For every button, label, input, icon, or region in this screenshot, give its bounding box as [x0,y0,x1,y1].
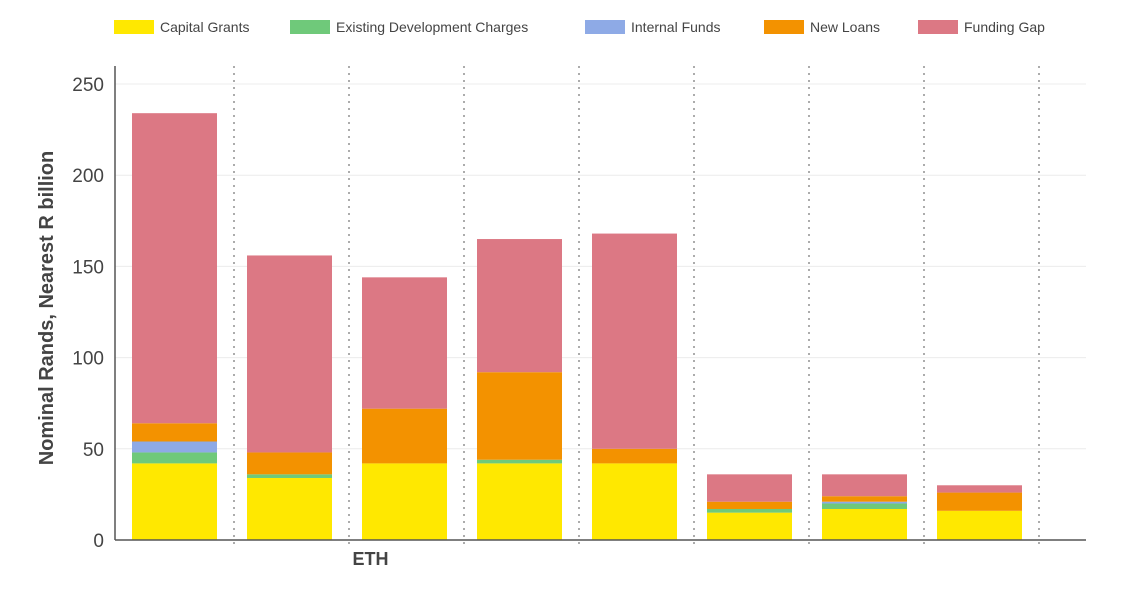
bar-segment [592,233,677,449]
y-tick-label: 100 [72,349,104,370]
bar-segment [937,492,1022,511]
bar-segment [362,463,447,540]
legend-label: Capital Grants [160,19,250,35]
bar-segment [822,508,907,540]
legend-item[interactable]: New Loans [764,14,880,40]
bar-segment [247,474,332,478]
bar-segment [132,452,217,464]
legend-swatch [764,20,804,34]
legend-label: Funding Gap [964,19,1045,35]
y-tick-label: 0 [93,531,104,552]
y-tick-label: 250 [72,75,104,96]
bar-segment [937,510,1022,540]
legend-label: Internal Funds [631,19,721,35]
legend-swatch [585,20,625,34]
bar-segment [707,474,792,502]
bar-segment [822,474,907,497]
bar-segment [937,485,1022,493]
bar-segment [707,512,792,540]
y-tick-label: 200 [72,166,104,187]
x-category-label: ETH [353,549,389,569]
bar-segment [477,463,562,540]
y-axis-label: Nominal Rands, Nearest R billion [36,151,58,466]
legend-swatch [114,20,154,34]
legend-item[interactable]: Funding Gap [918,14,1045,40]
y-tick-label: 150 [72,257,104,278]
y-tick-label: 50 [83,440,104,461]
legend-swatch [918,20,958,34]
bar-segment [822,496,907,502]
bar-segment [707,508,792,513]
bar-segment [132,113,217,424]
bar-segment [132,423,217,442]
legend-label: New Loans [810,19,881,35]
legend-item[interactable]: Internal Funds [585,14,721,40]
bar-segment [707,501,792,509]
legend-item[interactable]: Existing Development Charges [290,14,528,40]
bar-segment [477,459,562,464]
bar-segment [132,463,217,540]
bar-segment [592,463,677,540]
bar-segment [362,408,447,464]
bar-segment [247,255,332,453]
bar-segment [247,477,332,540]
bar-segment [132,441,217,453]
bar-segment [822,501,907,504]
bar-segment [822,503,907,509]
bar-segment [592,448,677,464]
bar-segment [247,452,332,475]
bar-segment [477,239,562,373]
legend: Capital Grants Existing Development Charg… [0,14,1126,40]
legend-item[interactable]: Capital Grants [114,14,249,40]
legend-label: Existing Development Charges [336,19,529,35]
legend-swatch [290,20,330,34]
bar-segment [362,277,447,409]
bar-segment [477,372,562,460]
